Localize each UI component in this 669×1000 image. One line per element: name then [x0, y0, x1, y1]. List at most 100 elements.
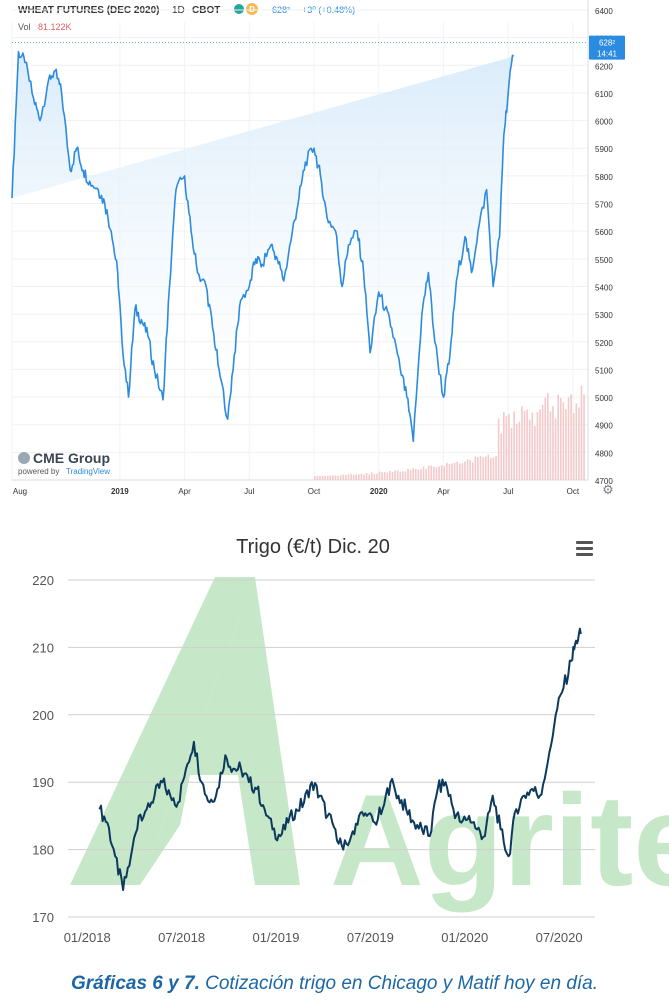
volume-bar — [342, 474, 345, 480]
chart2-y-tick: 190 — [32, 775, 54, 790]
hamburger-menu-icon[interactable] — [576, 541, 593, 556]
gear-icon[interactable]: ⚙ — [602, 482, 614, 497]
volume-bar — [378, 471, 381, 480]
volume-bar — [425, 468, 427, 480]
cme-logo: CME Group — [33, 450, 110, 466]
volume-bar — [572, 413, 575, 480]
volume-bar — [513, 411, 515, 480]
volume-bar — [500, 433, 503, 480]
volume-bar — [404, 471, 407, 480]
volume-bar — [350, 474, 352, 480]
volume-bar — [435, 467, 438, 480]
chart1-x-tick: Aug — [13, 487, 27, 496]
volume-bar — [433, 466, 435, 480]
chart1-volume-label: Vol — [18, 22, 31, 32]
volume-bar — [466, 459, 469, 480]
chart2-y-tick: 210 — [32, 640, 54, 655]
volume-bar — [363, 474, 365, 480]
volume-bar — [484, 456, 487, 480]
volume-bar — [332, 475, 334, 480]
volume-bar — [417, 469, 420, 480]
watermark-stroke-1 — [70, 577, 255, 885]
volume-bar — [427, 465, 430, 480]
volume-bar — [575, 403, 578, 480]
volume-bar — [578, 407, 580, 480]
volume-bar — [329, 475, 332, 480]
volume-bar — [347, 474, 350, 480]
volume-bar — [316, 475, 319, 480]
volume-bar — [391, 471, 394, 480]
chicago-chart-svg: WHEAT FUTURES (DEC 2020)1DCBOTD628²+3⁰ (… — [11, 0, 625, 496]
chart1-y-tick: 5600 — [595, 228, 613, 237]
volume-bar — [414, 469, 417, 480]
chart1-x-tick: Apr — [178, 487, 191, 496]
chart1-y-tick: 5300 — [595, 311, 613, 320]
chart1-volume-bars — [314, 385, 585, 480]
chart2-x-tick: 07/2020 — [536, 930, 583, 945]
volume-bar — [482, 457, 484, 480]
volume-bar — [358, 474, 360, 480]
chart1-x-tick: 2019 — [111, 487, 129, 496]
volume-bar — [528, 419, 531, 480]
volume-bar — [495, 456, 497, 480]
volume-bar — [334, 475, 337, 480]
chart1-y-tick: 6200 — [595, 62, 613, 71]
figure-caption: Gráficas 6 y 7. Cotización trigo en Chic… — [0, 973, 669, 995]
volume-bar — [474, 456, 477, 480]
volume-bar — [487, 454, 490, 480]
volume-bar — [580, 385, 583, 480]
chart1-x-tick: Apr — [437, 487, 450, 496]
volume-bar — [515, 423, 518, 480]
chart1-y-tick: 4700 — [595, 477, 613, 486]
volume-bar — [440, 465, 443, 480]
watermark-text: Agritel — [330, 767, 669, 913]
chart1-volume-value: 81.122K — [38, 22, 72, 32]
volume-bar — [559, 397, 562, 480]
chart1-time-tag: 14:41 — [597, 50, 618, 59]
volume-bar — [508, 414, 510, 480]
volume-bar — [554, 418, 557, 480]
volume-bar — [321, 475, 324, 480]
volume-bar — [407, 468, 409, 480]
volume-bar — [523, 410, 526, 480]
volume-bar — [503, 411, 505, 480]
chart2-x-tick: 07/2019 — [347, 930, 394, 945]
volume-bar — [360, 473, 363, 480]
volume-bar — [412, 468, 414, 480]
chart1-y-tick: 6000 — [595, 118, 613, 127]
volume-bar — [451, 463, 453, 480]
volume-bar — [443, 466, 446, 480]
volume-bar — [526, 409, 528, 480]
volume-bar — [541, 404, 544, 480]
chart2-title: Trigo (€/t) Dic. 20 — [236, 536, 390, 558]
chart1-y-tick: 5400 — [595, 283, 613, 292]
chart2-price-line — [98, 627, 582, 891]
volume-bar — [583, 394, 585, 480]
volume-bar — [319, 475, 321, 480]
volume-bar — [381, 472, 383, 480]
chart2-x-tick: 07/2018 — [158, 930, 205, 945]
volume-bar — [394, 470, 396, 480]
volume-bar — [477, 457, 479, 480]
chart1-x-tick: Oct — [567, 487, 580, 496]
volume-bar — [570, 394, 572, 480]
delayed-badge — [246, 3, 258, 15]
volume-bar — [521, 406, 523, 480]
chart1-price-tag-bg — [589, 35, 625, 60]
volume-bar — [469, 459, 471, 480]
volume-bar — [557, 394, 559, 480]
status-dot — [234, 4, 244, 14]
volume-bar — [352, 474, 355, 480]
volume-bar — [549, 411, 552, 480]
chart2-x-tick: 01/2020 — [441, 930, 488, 945]
chart2-y-tick: 170 — [32, 910, 54, 925]
volume-bar — [324, 475, 326, 480]
volume-bar — [492, 457, 495, 480]
volume-bar — [345, 475, 347, 480]
volume-bar — [448, 464, 451, 480]
volume-bar — [505, 416, 508, 480]
chart1-y-tick: 6400 — [595, 7, 613, 16]
volume-bar — [386, 472, 389, 480]
agritel-watermark: Agritel — [70, 577, 669, 913]
volume-bar — [539, 409, 541, 480]
